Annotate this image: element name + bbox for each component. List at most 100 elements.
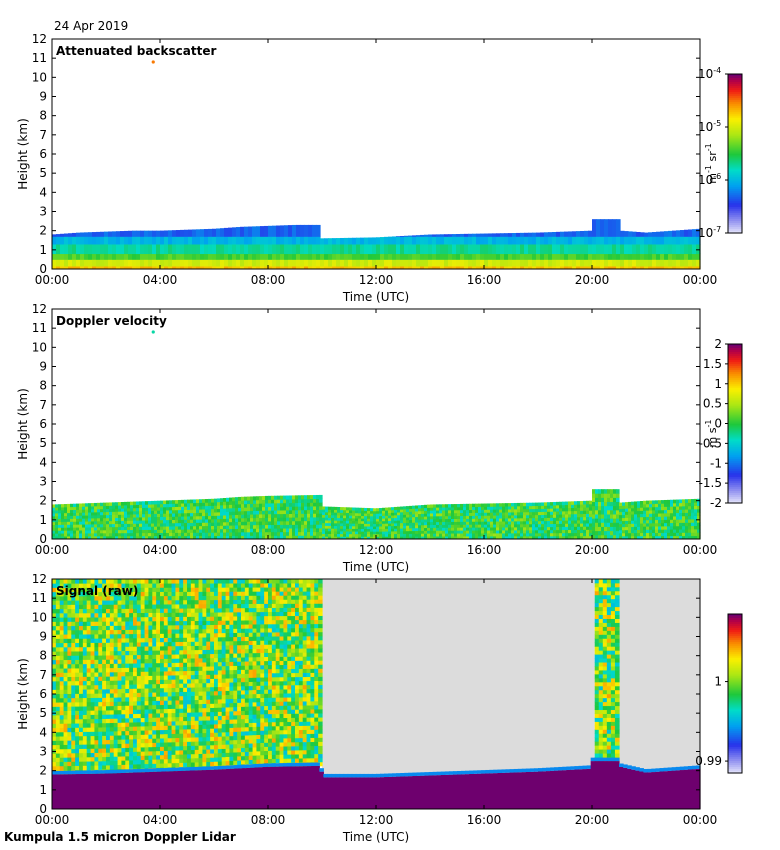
signal-cell (133, 743, 138, 748)
velocity-cell (538, 502, 542, 506)
velocity-cell (616, 526, 620, 532)
backscatter-cell (408, 235, 413, 237)
signal-cell (52, 765, 57, 771)
signal-cell (136, 692, 142, 698)
velocity-cell (172, 509, 176, 514)
velocity-cell (139, 529, 143, 534)
velocity-cell (106, 526, 110, 531)
backscatter-cell (384, 253, 389, 260)
velocity-cell (571, 523, 575, 527)
velocity-cell (502, 527, 506, 531)
velocity-cell (499, 536, 503, 540)
velocity-cell (214, 525, 218, 530)
signal-cell (90, 650, 96, 656)
backscatter-cell (304, 224, 309, 237)
backscatter-cell (436, 266, 441, 270)
velocity-cell (229, 511, 233, 516)
velocity-cell (211, 522, 215, 527)
signal-cell (67, 638, 72, 644)
signal-cell (125, 650, 130, 656)
colorbar-swatch (728, 391, 742, 395)
velocity-cell (313, 506, 317, 511)
signal-cell (109, 638, 115, 643)
velocity-cell (61, 515, 65, 520)
signal-cell (102, 743, 107, 749)
velocity-cell (316, 502, 320, 507)
backscatter-cell (168, 253, 173, 260)
velocity-cell (493, 521, 497, 525)
velocity-cell (577, 507, 581, 511)
velocity-cell (508, 506, 512, 510)
y-tick-label: 8 (39, 109, 47, 123)
velocity-cell (658, 509, 662, 514)
velocity-cell (286, 513, 290, 518)
velocity-cell (586, 516, 590, 521)
signal-cell (82, 625, 88, 631)
velocity-cell (145, 520, 149, 524)
velocity-cell (265, 524, 269, 529)
velocity-cell (217, 525, 221, 530)
signal-cell (75, 748, 80, 754)
backscatter-cell (192, 253, 197, 260)
velocity-cell (325, 511, 329, 516)
colorbar-swatch (728, 405, 742, 409)
velocity-cell (232, 497, 236, 502)
signal-cell (121, 616, 126, 622)
velocity-cell (349, 523, 353, 527)
backscatter-cell (656, 266, 661, 270)
velocity-cell (529, 529, 533, 534)
backscatter-cell (648, 232, 653, 237)
velocity-cell (493, 524, 497, 528)
velocity-cell (217, 508, 221, 513)
signal-cell (67, 757, 72, 762)
velocity-cell (241, 507, 245, 512)
signal-cell (79, 646, 84, 652)
velocity-cell (67, 527, 71, 531)
velocity-cell (613, 497, 617, 503)
velocity-cell (91, 518, 95, 522)
signal-cell (129, 713, 134, 719)
signal-cell (63, 659, 69, 665)
backscatter-cell (120, 259, 125, 267)
velocity-cell (292, 509, 296, 514)
signal-cell (59, 655, 65, 661)
velocity-cell (199, 522, 203, 527)
velocity-cell (433, 533, 437, 537)
backscatter-cell (180, 266, 185, 270)
signal-cell (71, 718, 76, 724)
velocity-cell (217, 532, 221, 537)
velocity-cell (697, 532, 701, 537)
velocity-cell (553, 535, 557, 540)
signal-cell (75, 655, 80, 660)
velocity-cell (364, 520, 368, 524)
signal-cell (55, 757, 61, 763)
backscatter-cell (208, 236, 213, 245)
velocity-cell (217, 515, 221, 520)
colorbar-swatch (728, 153, 742, 157)
signal-cell (121, 638, 126, 643)
signal-cell (140, 734, 146, 740)
backscatter-cell (196, 236, 201, 245)
velocity-cell (652, 510, 656, 514)
backscatter-cell (448, 236, 453, 245)
velocity-cell (202, 509, 206, 513)
velocity-cell (574, 526, 578, 530)
velocity-cell (403, 517, 407, 521)
velocity-cell (379, 533, 383, 537)
backscatter-cell (68, 259, 73, 267)
signal-cell (125, 612, 130, 618)
backscatter-cell (156, 266, 161, 270)
backscatter-cell (216, 253, 221, 260)
backscatter-cell (108, 259, 113, 267)
velocity-cell (481, 512, 485, 516)
backscatter-cell (524, 266, 529, 270)
backscatter-cell (68, 233, 73, 237)
signal-cell (133, 637, 138, 643)
velocity-cell (358, 515, 362, 519)
velocity-cell (127, 504, 131, 509)
velocity-cell (607, 522, 611, 527)
velocity-cell (448, 524, 452, 528)
backscatter-cell (312, 266, 317, 270)
backscatter-cell (72, 253, 77, 260)
backscatter-cell (248, 226, 253, 237)
